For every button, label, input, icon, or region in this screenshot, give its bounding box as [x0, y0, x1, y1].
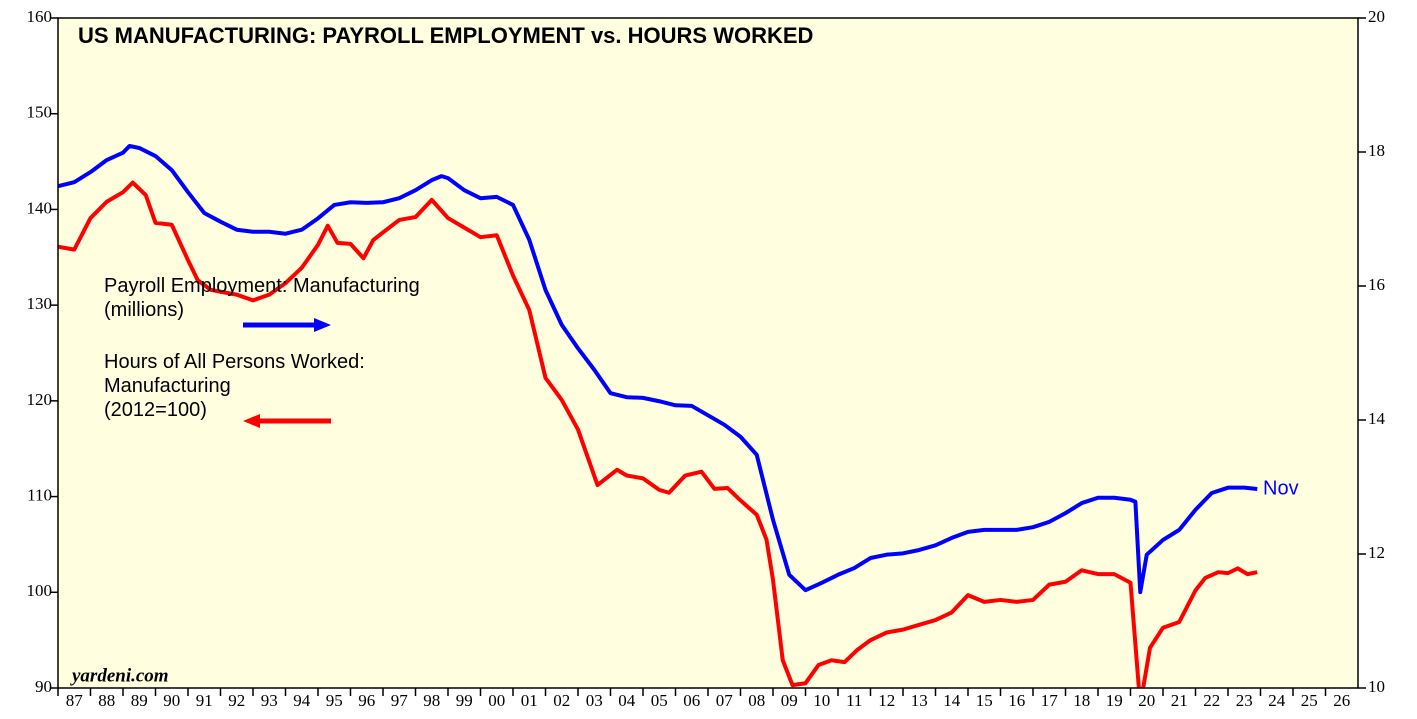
source: yardeni.com: [70, 665, 169, 686]
y-tick-label: 150: [27, 103, 53, 122]
x-tick-label: 26: [1333, 691, 1350, 710]
series-line: [58, 143, 1258, 595]
y-tick-label: 140: [27, 198, 53, 217]
x-tick-label: 96: [358, 691, 375, 710]
series-line: [58, 180, 1258, 688]
x-tick-label: 10: [813, 691, 830, 710]
y2-tick-label: 18: [1368, 141, 1385, 160]
x-tick-label: 08: [748, 691, 765, 710]
x-tick-label: 13: [911, 691, 928, 710]
y-tick-label: 130: [27, 294, 53, 313]
y-tick-label: 90: [35, 677, 52, 696]
legend-entry: Hours of All Persons Worked: Manufacturi…: [104, 351, 365, 421]
x-tick-label: 16: [1008, 691, 1025, 710]
chart-title: US MANUFACTURING: PAYROLL EMPLOYMENT vs.…: [78, 23, 813, 48]
x-tick-label: 19: [1106, 691, 1123, 710]
x-tick-label: 25: [1301, 691, 1318, 710]
x-tick-label: 90: [163, 691, 180, 710]
x-tick-label: 99: [456, 691, 473, 710]
y2-tick-label: 16: [1368, 275, 1385, 294]
legend-entry: Payroll Employment: Manufacturing (milli…: [104, 275, 420, 321]
x-tick-label: 15: [976, 691, 993, 710]
x-tick-label: 94: [293, 691, 311, 710]
x-tick-label: 14: [943, 691, 961, 710]
x-tick-label: 22: [1203, 691, 1220, 710]
x-tick-label: 07: [716, 691, 734, 710]
y-tick-label: 160: [27, 7, 53, 26]
lines: [58, 143, 1258, 688]
legend-arrow-head: [243, 414, 260, 428]
x-tick-label: 97: [391, 691, 409, 710]
x-tick-label: 92: [228, 691, 245, 710]
annotation: Nov: [1263, 477, 1299, 499]
x-tick-label: 24: [1268, 691, 1286, 710]
x-tick-label: 09: [781, 691, 798, 710]
x-tick-label: 21: [1171, 691, 1188, 710]
legend-arrow-head: [314, 318, 331, 332]
x-tick-label: 12: [878, 691, 895, 710]
x-tick-label: 91: [196, 691, 213, 710]
y2-tick-label: 20: [1368, 7, 1385, 26]
x-tick-label: 05: [651, 691, 668, 710]
x-tick-label: 89: [131, 691, 148, 710]
x-tick-label: 02: [553, 691, 570, 710]
x-tick-label: 01: [521, 691, 538, 710]
x-tick-label: 18: [1073, 691, 1090, 710]
x-tick-label: 87: [66, 691, 84, 710]
x-tick-label: 03: [586, 691, 603, 710]
y-tick-label: 110: [27, 485, 52, 504]
x-tick-label: 95: [326, 691, 343, 710]
y-tick-label: 100: [27, 581, 53, 600]
x-tick-label: 11: [846, 691, 862, 710]
y2-tick-label: 14: [1368, 409, 1386, 428]
x-tick-label: 23: [1236, 691, 1253, 710]
x-tick-label: 93: [261, 691, 278, 710]
y-tick-label: 120: [27, 390, 53, 409]
x-tick-label: 00: [488, 691, 505, 710]
x-tick-label: 88: [98, 691, 115, 710]
x-tick-label: 04: [618, 691, 636, 710]
x-tick-label: 06: [683, 691, 700, 710]
y2-tick-label: 10: [1368, 677, 1385, 696]
x-tick-label: 98: [423, 691, 440, 710]
x-tick-label: 17: [1041, 691, 1059, 710]
x-tick-label: 20: [1138, 691, 1155, 710]
y2-tick-label: 12: [1368, 543, 1385, 562]
